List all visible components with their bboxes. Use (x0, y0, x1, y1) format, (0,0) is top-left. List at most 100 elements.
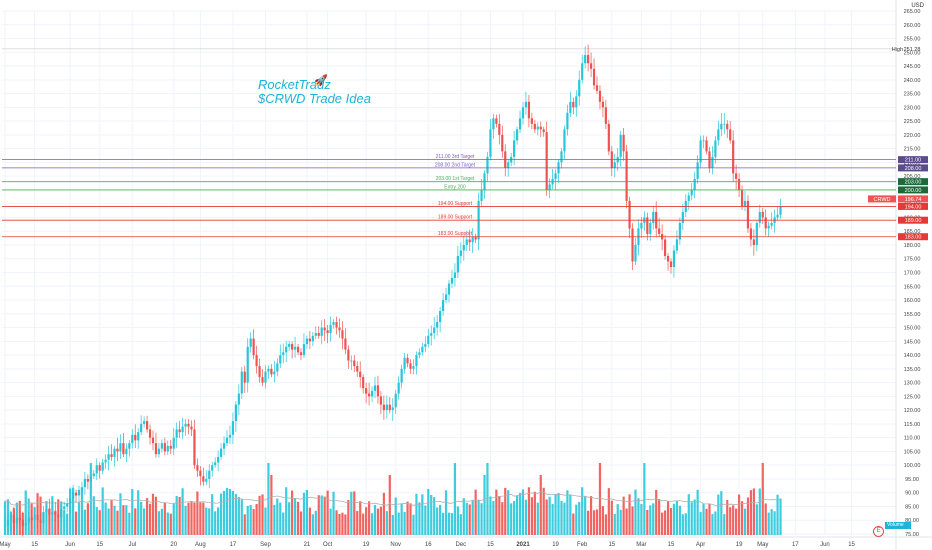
candle-body (406, 357, 409, 364)
volume-bar (613, 514, 616, 535)
y-tick-label: 205.00 (904, 174, 921, 180)
candle-body (456, 255, 459, 273)
x-tick-label: Jun (820, 542, 830, 548)
volume-bar (71, 487, 75, 535)
y-tick-label: 115.00 (904, 422, 920, 428)
volume-bar (634, 489, 637, 535)
volume-bar (507, 490, 510, 535)
volume-bar (572, 513, 575, 535)
level-label: 194.00 Support (438, 201, 473, 207)
candle-body (243, 371, 246, 383)
volume-bar (492, 501, 495, 535)
candle-body (80, 487, 84, 490)
volume-bar (98, 510, 101, 535)
candle-body (622, 134, 625, 152)
volume-bar (708, 504, 711, 535)
candle-body (649, 222, 652, 234)
volume-bar (113, 505, 116, 535)
volume-bar (474, 489, 477, 535)
volume-bar (415, 493, 418, 535)
candle-body (447, 283, 451, 295)
volume-bar (592, 510, 596, 535)
volume-bar (163, 502, 166, 535)
candle-body (252, 338, 255, 356)
volume-bar (518, 492, 522, 535)
candle-body (403, 357, 406, 369)
x-tick-label: Mar (636, 542, 646, 548)
candle-body (513, 140, 516, 157)
candle-body (154, 443, 158, 455)
candle-body (175, 429, 178, 438)
y-tick-label: 180.00 (904, 243, 921, 249)
volume-bar (160, 508, 163, 535)
symbol-badge (868, 195, 896, 203)
candle-body (119, 443, 122, 452)
volume-bar (619, 509, 622, 535)
candle-body (527, 101, 531, 119)
x-tick-label: 17 (792, 542, 799, 548)
volume-bar (584, 496, 587, 535)
volume-bar (746, 497, 750, 535)
candle-body (474, 236, 477, 240)
x-tick-label: Oct (323, 542, 333, 548)
volume-bar (219, 493, 223, 535)
price-badge (898, 216, 928, 224)
y-tick-label: 210.00 (904, 160, 921, 166)
candle-body (421, 346, 424, 353)
candle-body (379, 396, 383, 405)
candle-body (521, 107, 525, 119)
candle-body (480, 189, 483, 201)
candle-body (166, 445, 169, 452)
y-tick-label: 85.00 (905, 504, 919, 510)
volume-bar (447, 512, 451, 535)
candle-body (12, 514, 15, 523)
volume-bar (276, 498, 279, 535)
candle-body (584, 55, 587, 64)
volume-bar (687, 494, 690, 535)
candle-body (89, 476, 92, 482)
volume-bar (779, 498, 782, 535)
volume-bar (681, 514, 684, 535)
volume-bar (566, 490, 569, 535)
candle-body (752, 239, 755, 245)
y-tick-label: 125.00 (904, 394, 921, 400)
y-tick-label: 135.00 (904, 367, 921, 373)
price-badge (898, 156, 928, 164)
candle-body (439, 311, 442, 323)
x-tick-label: Sep (260, 542, 271, 548)
level-label: 183.00 Support (438, 231, 473, 237)
candle-body (308, 338, 311, 342)
volume-bar (338, 513, 341, 535)
volume-bar (66, 513, 69, 535)
candle-body (282, 352, 285, 356)
candle-body (607, 123, 610, 152)
volume-bar (255, 503, 258, 535)
candle-body (764, 217, 767, 229)
scale-settings-icon[interactable]: E (873, 526, 884, 537)
volume-bar (723, 514, 726, 535)
volume-bar (749, 490, 753, 535)
candle-body (453, 272, 457, 279)
volume-bar (359, 501, 362, 535)
volume-bar (350, 491, 353, 535)
volume-bar (504, 487, 507, 535)
volume-bar (530, 497, 533, 535)
candle-body (107, 454, 110, 460)
candle-body (524, 101, 528, 108)
volume-bar (282, 512, 285, 535)
volume-bar (54, 510, 57, 535)
y-tick-label: 225.00 (904, 119, 921, 125)
volume-bar (131, 489, 134, 535)
candle-body (261, 377, 264, 383)
y-tick-label: 130.00 (904, 381, 921, 387)
x-tick-label: Apr (696, 542, 705, 548)
y-tick-label: 165.00 (904, 284, 921, 290)
level-label: 203.00 1st Target (436, 176, 475, 182)
volume-bar (217, 507, 220, 535)
volume-bar (456, 506, 459, 535)
candle-body (39, 520, 42, 523)
volume-bar (308, 507, 311, 535)
candle-body (489, 129, 492, 157)
